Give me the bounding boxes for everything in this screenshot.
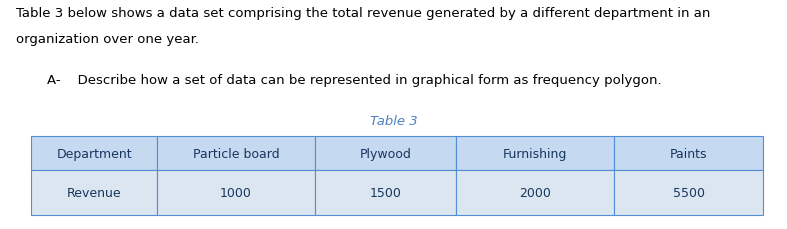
Text: Particle board: Particle board xyxy=(193,147,279,160)
Text: 1500: 1500 xyxy=(370,186,401,199)
Text: Department: Department xyxy=(57,147,132,160)
Text: Table 3: Table 3 xyxy=(370,114,417,128)
Bar xyxy=(157,136,315,171)
Bar xyxy=(456,136,614,171)
Bar xyxy=(456,171,614,215)
Bar xyxy=(614,136,763,171)
Text: 5500: 5500 xyxy=(673,186,704,199)
Text: Table 3 below shows a data set comprising the total revenue generated by a diffe: Table 3 below shows a data set comprisin… xyxy=(16,7,710,20)
Text: Plywood: Plywood xyxy=(360,147,412,160)
Bar xyxy=(315,136,456,171)
Text: 1000: 1000 xyxy=(220,186,252,199)
Bar xyxy=(31,136,157,171)
Bar xyxy=(315,171,456,215)
Text: 2000: 2000 xyxy=(519,186,551,199)
Bar xyxy=(31,171,157,215)
Text: A-    Describe how a set of data can be represented in graphical form as frequen: A- Describe how a set of data can be rep… xyxy=(47,73,662,86)
Text: organization over one year.: organization over one year. xyxy=(16,33,199,46)
Text: Furnishing: Furnishing xyxy=(503,147,567,160)
Bar xyxy=(614,171,763,215)
Bar xyxy=(157,171,315,215)
Text: Paints: Paints xyxy=(670,147,708,160)
Text: Revenue: Revenue xyxy=(67,186,122,199)
